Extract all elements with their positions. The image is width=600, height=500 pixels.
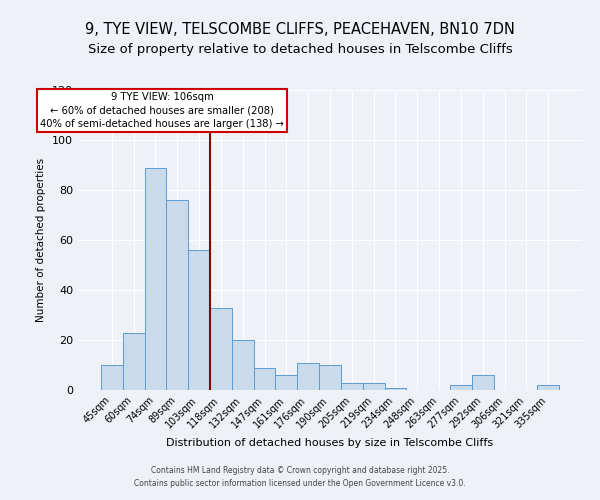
Bar xyxy=(254,368,275,390)
Bar xyxy=(472,375,494,390)
Bar xyxy=(341,382,363,390)
Text: Size of property relative to detached houses in Telscombe Cliffs: Size of property relative to detached ho… xyxy=(88,42,512,56)
Bar xyxy=(145,168,166,390)
Y-axis label: Number of detached properties: Number of detached properties xyxy=(37,158,46,322)
Bar xyxy=(363,382,385,390)
Bar xyxy=(210,308,232,390)
Bar xyxy=(297,362,319,390)
Text: 9, TYE VIEW, TELSCOMBE CLIFFS, PEACEHAVEN, BN10 7DN: 9, TYE VIEW, TELSCOMBE CLIFFS, PEACEHAVE… xyxy=(85,22,515,38)
X-axis label: Distribution of detached houses by size in Telscombe Cliffs: Distribution of detached houses by size … xyxy=(166,438,494,448)
Bar xyxy=(275,375,297,390)
Bar xyxy=(166,200,188,390)
Bar xyxy=(319,365,341,390)
Bar xyxy=(123,332,145,390)
Text: 9 TYE VIEW: 106sqm
← 60% of detached houses are smaller (208)
40% of semi-detach: 9 TYE VIEW: 106sqm ← 60% of detached hou… xyxy=(40,92,284,129)
Bar xyxy=(232,340,254,390)
Bar xyxy=(537,385,559,390)
Bar xyxy=(188,250,210,390)
Bar xyxy=(450,385,472,390)
Bar xyxy=(385,388,406,390)
Bar xyxy=(101,365,123,390)
Text: Contains HM Land Registry data © Crown copyright and database right 2025.
Contai: Contains HM Land Registry data © Crown c… xyxy=(134,466,466,487)
